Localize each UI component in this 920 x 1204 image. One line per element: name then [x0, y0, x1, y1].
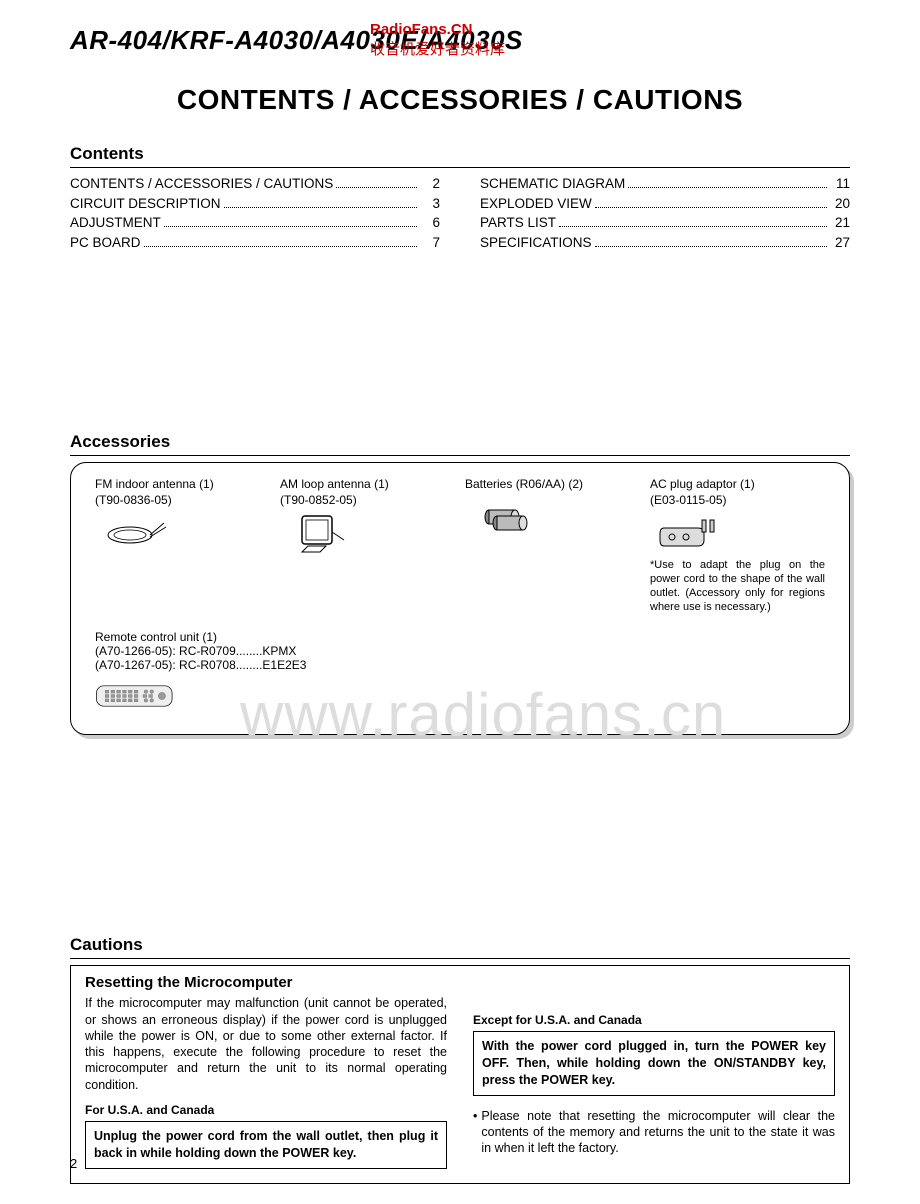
toc-page: 6 [420, 213, 440, 233]
toc-label: CIRCUIT DESCRIPTION [70, 194, 221, 214]
toc-label: ADJUSTMENT [70, 213, 161, 233]
toc-row: SCHEMATIC DIAGRAM 11 [480, 174, 850, 194]
page-title: CONTENTS / ACCESSORIES / CAUTIONS [70, 84, 850, 116]
contents-heading: Contents [70, 144, 850, 168]
toc-right-col: SCHEMATIC DIAGRAM 11 EXPLODED VIEW 20 PA… [480, 174, 850, 252]
accessory-label: AC plug adaptor (1) [650, 477, 825, 491]
toc-dots [595, 198, 827, 207]
toc-row: EXPLODED VIEW 20 [480, 194, 850, 214]
remote-icon [95, 676, 175, 716]
cautions-right-col: Except for U.S.A. and Canada With the po… [473, 995, 835, 1168]
batteries-icon [465, 497, 545, 537]
toc-page: 3 [420, 194, 440, 214]
bullet-text: Please note that resetting the microcomp… [481, 1108, 835, 1157]
toc-row: PC BOARD 7 [70, 233, 440, 253]
toc-page: 27 [830, 233, 850, 253]
toc-label: SPECIFICATIONS [480, 233, 592, 253]
toc-page: 11 [830, 174, 850, 194]
page-number: 2 [70, 1156, 77, 1171]
toc-row: CIRCUIT DESCRIPTION 3 [70, 194, 440, 214]
accessory-part: (T90-0852-05) [280, 493, 455, 507]
toc-label: PC BOARD [70, 233, 141, 253]
cautions-bullet: • Please note that resetting the microco… [473, 1108, 835, 1157]
toc-label: PARTS LIST [480, 213, 556, 233]
accessory-part: (T90-0836-05) [95, 493, 270, 507]
watermark-top: RadioFans.CN 收音机爱好者资料库 [370, 20, 505, 59]
toc-row: ADJUSTMENT 6 [70, 213, 440, 233]
accessory-label: FM indoor antenna (1) [95, 477, 270, 491]
toc-row: CONTENTS / ACCESSORIES / CAUTIONS 2 [70, 174, 440, 194]
accessory-label: AM loop antenna (1) [280, 477, 455, 491]
toc-dots [595, 237, 827, 246]
toc-page: 20 [830, 194, 850, 214]
cautions-left-col: If the microcomputer may malfunction (un… [85, 995, 447, 1168]
cautions-subheading: Resetting the Microcomputer [85, 974, 835, 991]
cautions-paragraph: If the microcomputer may malfunction (un… [85, 995, 447, 1093]
cautions-heading: Cautions [70, 935, 850, 959]
remote-line2: (A70-1267-05): RC-R0708........E1E2E3 [95, 658, 825, 672]
ac-adaptor-icon [650, 513, 730, 553]
watermark-line1: RadioFans.CN [370, 20, 505, 40]
watermark-line2: 收音机爱好者资料库 [370, 40, 505, 60]
accessory-part: (E03-0115-05) [650, 493, 825, 507]
toc-dots [164, 218, 417, 227]
accessory-item: AM loop antenna (1) (T90-0852-05) [280, 477, 455, 614]
cautions-usa-box: Unplug the power cord from the wall outl… [85, 1121, 447, 1169]
toc-left-col: CONTENTS / ACCESSORIES / CAUTIONS 2 CIRC… [70, 174, 440, 252]
toc-page: 21 [830, 213, 850, 233]
toc-dots [224, 198, 417, 207]
toc-dots [559, 218, 827, 227]
toc-label: SCHEMATIC DIAGRAM [480, 174, 625, 194]
remote-label: Remote control unit (1) [95, 630, 825, 644]
toc-page: 7 [420, 233, 440, 253]
cautions-box: Resetting the Microcomputer If the micro… [70, 965, 850, 1183]
cautions-usa-label: For U.S.A. and Canada [85, 1103, 447, 1117]
am-antenna-icon [280, 513, 360, 553]
cautions-except-box: With the power cord plugged in, turn the… [473, 1031, 835, 1096]
accessories-heading: Accessories [70, 432, 850, 456]
cautions-except-label: Except for U.S.A. and Canada [473, 1013, 835, 1027]
toc-page: 2 [420, 174, 440, 194]
bullet-dot: • [473, 1108, 477, 1157]
toc-dots [336, 179, 417, 188]
toc-label: CONTENTS / ACCESSORIES / CAUTIONS [70, 174, 333, 194]
toc-row: PARTS LIST 21 [480, 213, 850, 233]
remote-line1: (A70-1266-05): RC-R0709........KPMX [95, 644, 825, 658]
accessory-item: Batteries (R06/AA) (2) [465, 477, 640, 614]
toc-dots [628, 179, 827, 188]
toc-label: EXPLODED VIEW [480, 194, 592, 214]
fm-antenna-icon [95, 513, 175, 553]
toc-row: SPECIFICATIONS 27 [480, 233, 850, 253]
accessory-item: AC plug adaptor (1) (E03-0115-05) *Use t… [650, 477, 825, 614]
accessory-item: FM indoor antenna (1) (T90-0836-05) [95, 477, 270, 614]
toc-dots [144, 237, 417, 246]
watermark-large: www.radiofans.cn [240, 680, 726, 749]
accessory-label: Batteries (R06/AA) (2) [465, 477, 640, 491]
ac-adaptor-note: *Use to adapt the plug on the power cord… [650, 559, 825, 614]
toc: CONTENTS / ACCESSORIES / CAUTIONS 2 CIRC… [70, 174, 850, 252]
